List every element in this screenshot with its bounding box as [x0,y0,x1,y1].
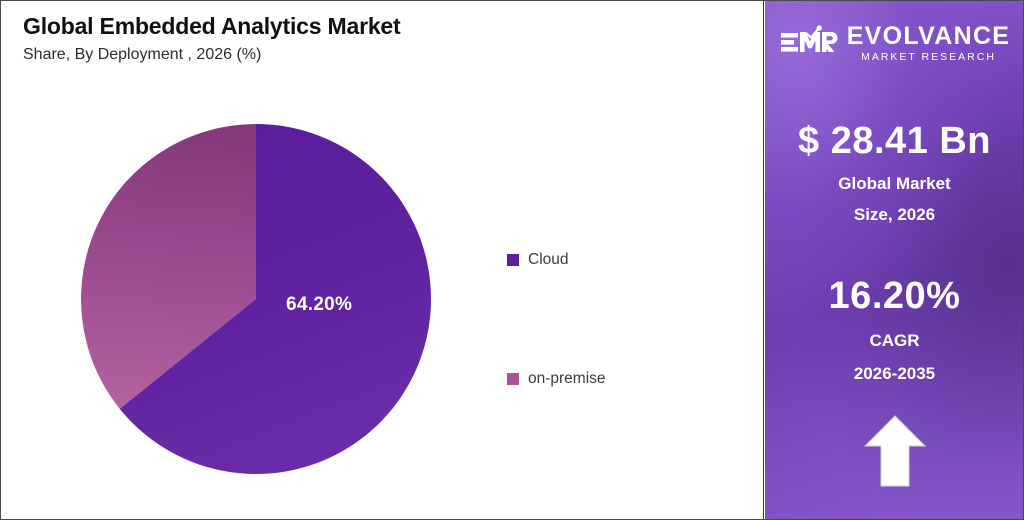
chart-panel: Global Embedded Analytics Market Share, … [1,1,764,519]
legend-item-on-premise[interactable]: on-premise [507,368,727,390]
market-size-value: $ 28.41 Bn [798,120,991,162]
stat-cagr: 16.20% CAGR 2026-2035 [765,273,1023,385]
legend-item-cloud[interactable]: Cloud [507,249,727,271]
chart-subtitle: Share, By Deployment , 2026 (%) [23,46,262,63]
growth-arrow-container [765,413,1023,489]
page-title: Global Embedded Analytics Market [23,13,401,39]
logo-tagline: MARKET RESEARCH [861,51,996,63]
up-arrow-icon [863,415,926,487]
pie-slice-value-label: 64.20% [286,294,353,315]
pie-chart-svg [81,124,431,474]
stats-panel: EVOLVANCE MARKET RESEARCH $ 28.41 Bn Glo… [765,1,1023,519]
stat-market-size: $ 28.41 Bn Global Market Size, 2026 [765,118,1023,226]
logo-text-block: EVOLVANCE MARKET RESEARCH [847,23,1011,64]
emr-monogram-icon [779,21,841,66]
brand-logo: EVOLVANCE MARKET RESEARCH [765,21,1023,66]
legend-swatch-icon-on-premise [507,373,519,385]
pie-slice-on-premise [81,124,256,409]
pie-slice-cloud [119,124,431,474]
legend-label-on-premise: on-premise [528,370,606,387]
cagr-value: 16.20% [828,275,961,317]
legend-swatch-icon-cloud [507,254,519,266]
cagr-caption-line2: 2026-2035 [853,364,936,383]
chart-legend: Cloud on-premise [507,249,727,390]
market-size-caption-line2: Size, 2026 [853,205,936,224]
chart-header: Global Embedded Analytics Market Share, … [23,11,723,67]
pie-chart: 64.20% [81,108,441,488]
legend-label-cloud: Cloud [528,251,569,268]
logo-wordmark: EVOLVANCE [846,22,1011,50]
market-size-caption-line1: Global Market [838,174,951,193]
cagr-caption-line1: CAGR [869,331,920,350]
